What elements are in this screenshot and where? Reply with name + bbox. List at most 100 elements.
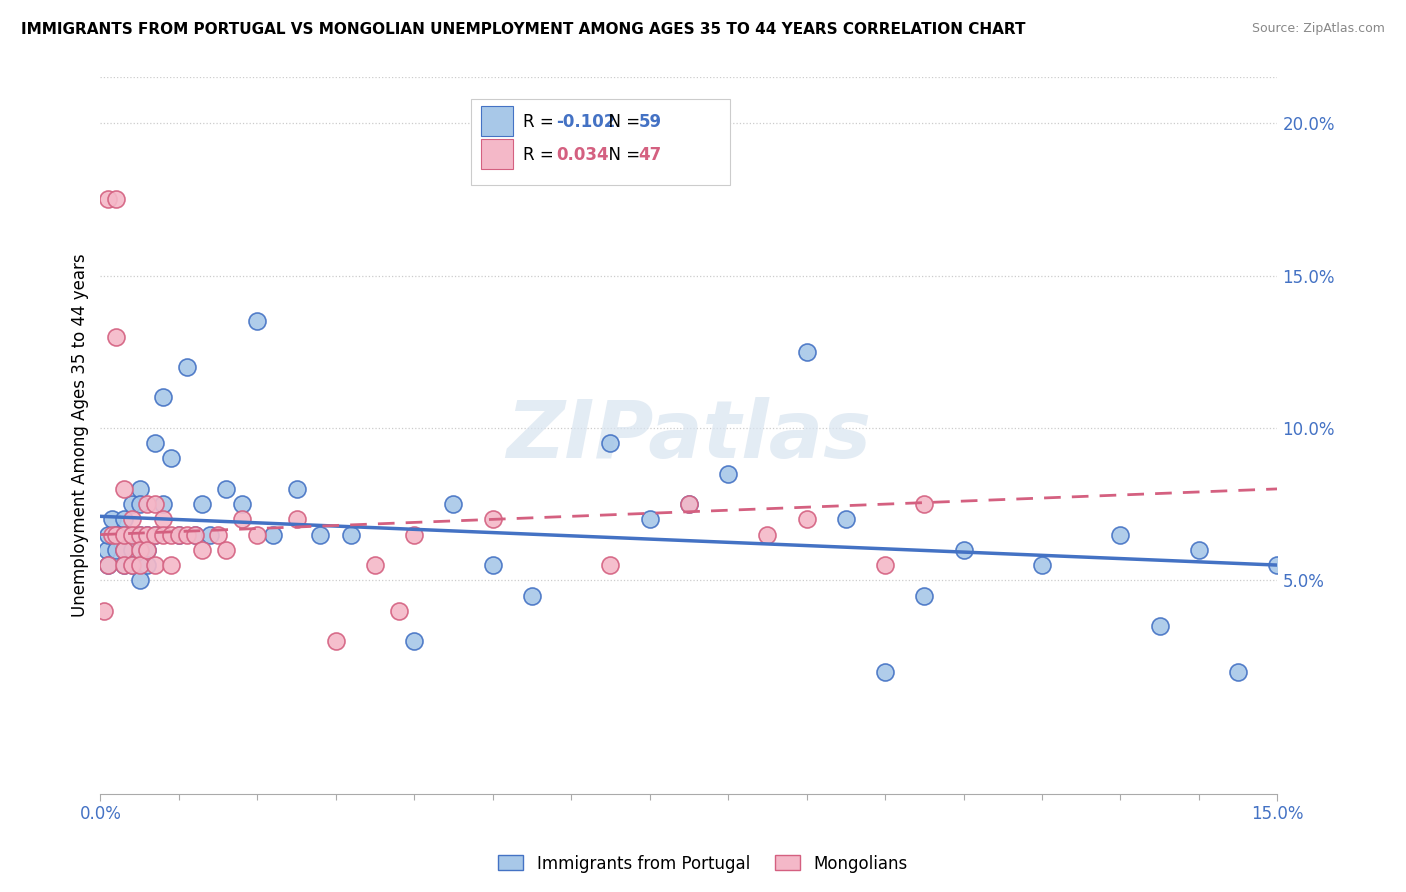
Point <box>105 329 128 343</box>
Point <box>638 512 661 526</box>
Point <box>143 497 166 511</box>
Point <box>176 527 198 541</box>
Point <box>121 527 143 541</box>
Point <box>112 542 135 557</box>
Point <box>97 558 120 573</box>
Point <box>128 527 150 541</box>
Point <box>1109 527 1132 541</box>
Point <box>128 527 150 541</box>
Point <box>285 512 308 526</box>
Point <box>121 497 143 511</box>
Point <box>136 558 159 573</box>
Point <box>105 192 128 206</box>
Point <box>796 512 818 526</box>
Point <box>160 527 183 541</box>
Point <box>128 542 150 557</box>
Bar <box>481 139 513 169</box>
Point <box>1031 558 1053 573</box>
Point <box>1149 619 1171 633</box>
Text: 47: 47 <box>638 145 661 164</box>
Point <box>1188 542 1211 557</box>
Text: -0.102: -0.102 <box>555 113 616 131</box>
Point <box>97 527 120 541</box>
Point <box>152 497 174 511</box>
Point <box>101 512 124 526</box>
Text: ZIPatlas: ZIPatlas <box>506 397 872 475</box>
Point <box>183 527 205 541</box>
Point <box>143 558 166 573</box>
Point <box>105 542 128 557</box>
Point <box>443 497 465 511</box>
Point <box>128 482 150 496</box>
Point <box>340 527 363 541</box>
Text: R =: R = <box>523 145 560 164</box>
Point <box>121 558 143 573</box>
Point <box>246 527 269 541</box>
Point <box>112 527 135 541</box>
Point <box>191 542 214 557</box>
Point <box>1267 558 1289 573</box>
Point <box>93 604 115 618</box>
Point <box>143 436 166 450</box>
Point <box>599 436 621 450</box>
Text: IMMIGRANTS FROM PORTUGAL VS MONGOLIAN UNEMPLOYMENT AMONG AGES 35 TO 44 YEARS COR: IMMIGRANTS FROM PORTUGAL VS MONGOLIAN UN… <box>21 22 1025 37</box>
Point <box>200 527 222 541</box>
FancyBboxPatch shape <box>471 99 730 185</box>
Point <box>136 497 159 511</box>
Point <box>231 512 253 526</box>
Point <box>191 497 214 511</box>
Point <box>231 497 253 511</box>
Y-axis label: Unemployment Among Ages 35 to 44 years: Unemployment Among Ages 35 to 44 years <box>72 253 89 617</box>
Point <box>167 527 190 541</box>
Point <box>121 558 143 573</box>
Point <box>262 527 284 541</box>
Point <box>97 192 120 206</box>
Point <box>285 482 308 496</box>
Point <box>136 527 159 541</box>
Point <box>105 527 128 541</box>
Point <box>121 542 143 557</box>
Point <box>143 527 166 541</box>
Point <box>912 589 935 603</box>
Point <box>112 558 135 573</box>
Point <box>136 542 159 557</box>
Legend: Immigrants from Portugal, Mongolians: Immigrants from Portugal, Mongolians <box>492 848 914 880</box>
Text: N =: N = <box>598 113 645 131</box>
Point <box>678 497 700 511</box>
Text: 59: 59 <box>638 113 661 131</box>
Point <box>207 527 229 541</box>
Point <box>136 527 159 541</box>
Point <box>112 558 135 573</box>
Point <box>112 527 135 541</box>
Point <box>520 589 543 603</box>
Point <box>112 482 135 496</box>
Point <box>873 558 896 573</box>
Point <box>309 527 332 541</box>
Point <box>160 558 183 573</box>
Point <box>387 604 409 618</box>
Point <box>215 482 238 496</box>
Point <box>152 512 174 526</box>
Point <box>404 634 426 648</box>
Bar <box>481 106 513 136</box>
Point <box>101 527 124 541</box>
Point <box>325 634 347 648</box>
Point <box>717 467 740 481</box>
Point <box>1227 665 1250 679</box>
Point <box>105 527 128 541</box>
Point <box>96 542 118 557</box>
Point <box>97 558 120 573</box>
Point <box>912 497 935 511</box>
Point <box>678 497 700 511</box>
Text: Source: ZipAtlas.com: Source: ZipAtlas.com <box>1251 22 1385 36</box>
Point <box>112 542 135 557</box>
Point <box>128 574 150 588</box>
Point <box>128 558 150 573</box>
Point <box>481 512 503 526</box>
Text: 0.034: 0.034 <box>555 145 609 164</box>
Point <box>136 542 159 557</box>
Point <box>404 527 426 541</box>
Point <box>121 512 143 526</box>
Point <box>756 527 779 541</box>
Point <box>128 497 150 511</box>
